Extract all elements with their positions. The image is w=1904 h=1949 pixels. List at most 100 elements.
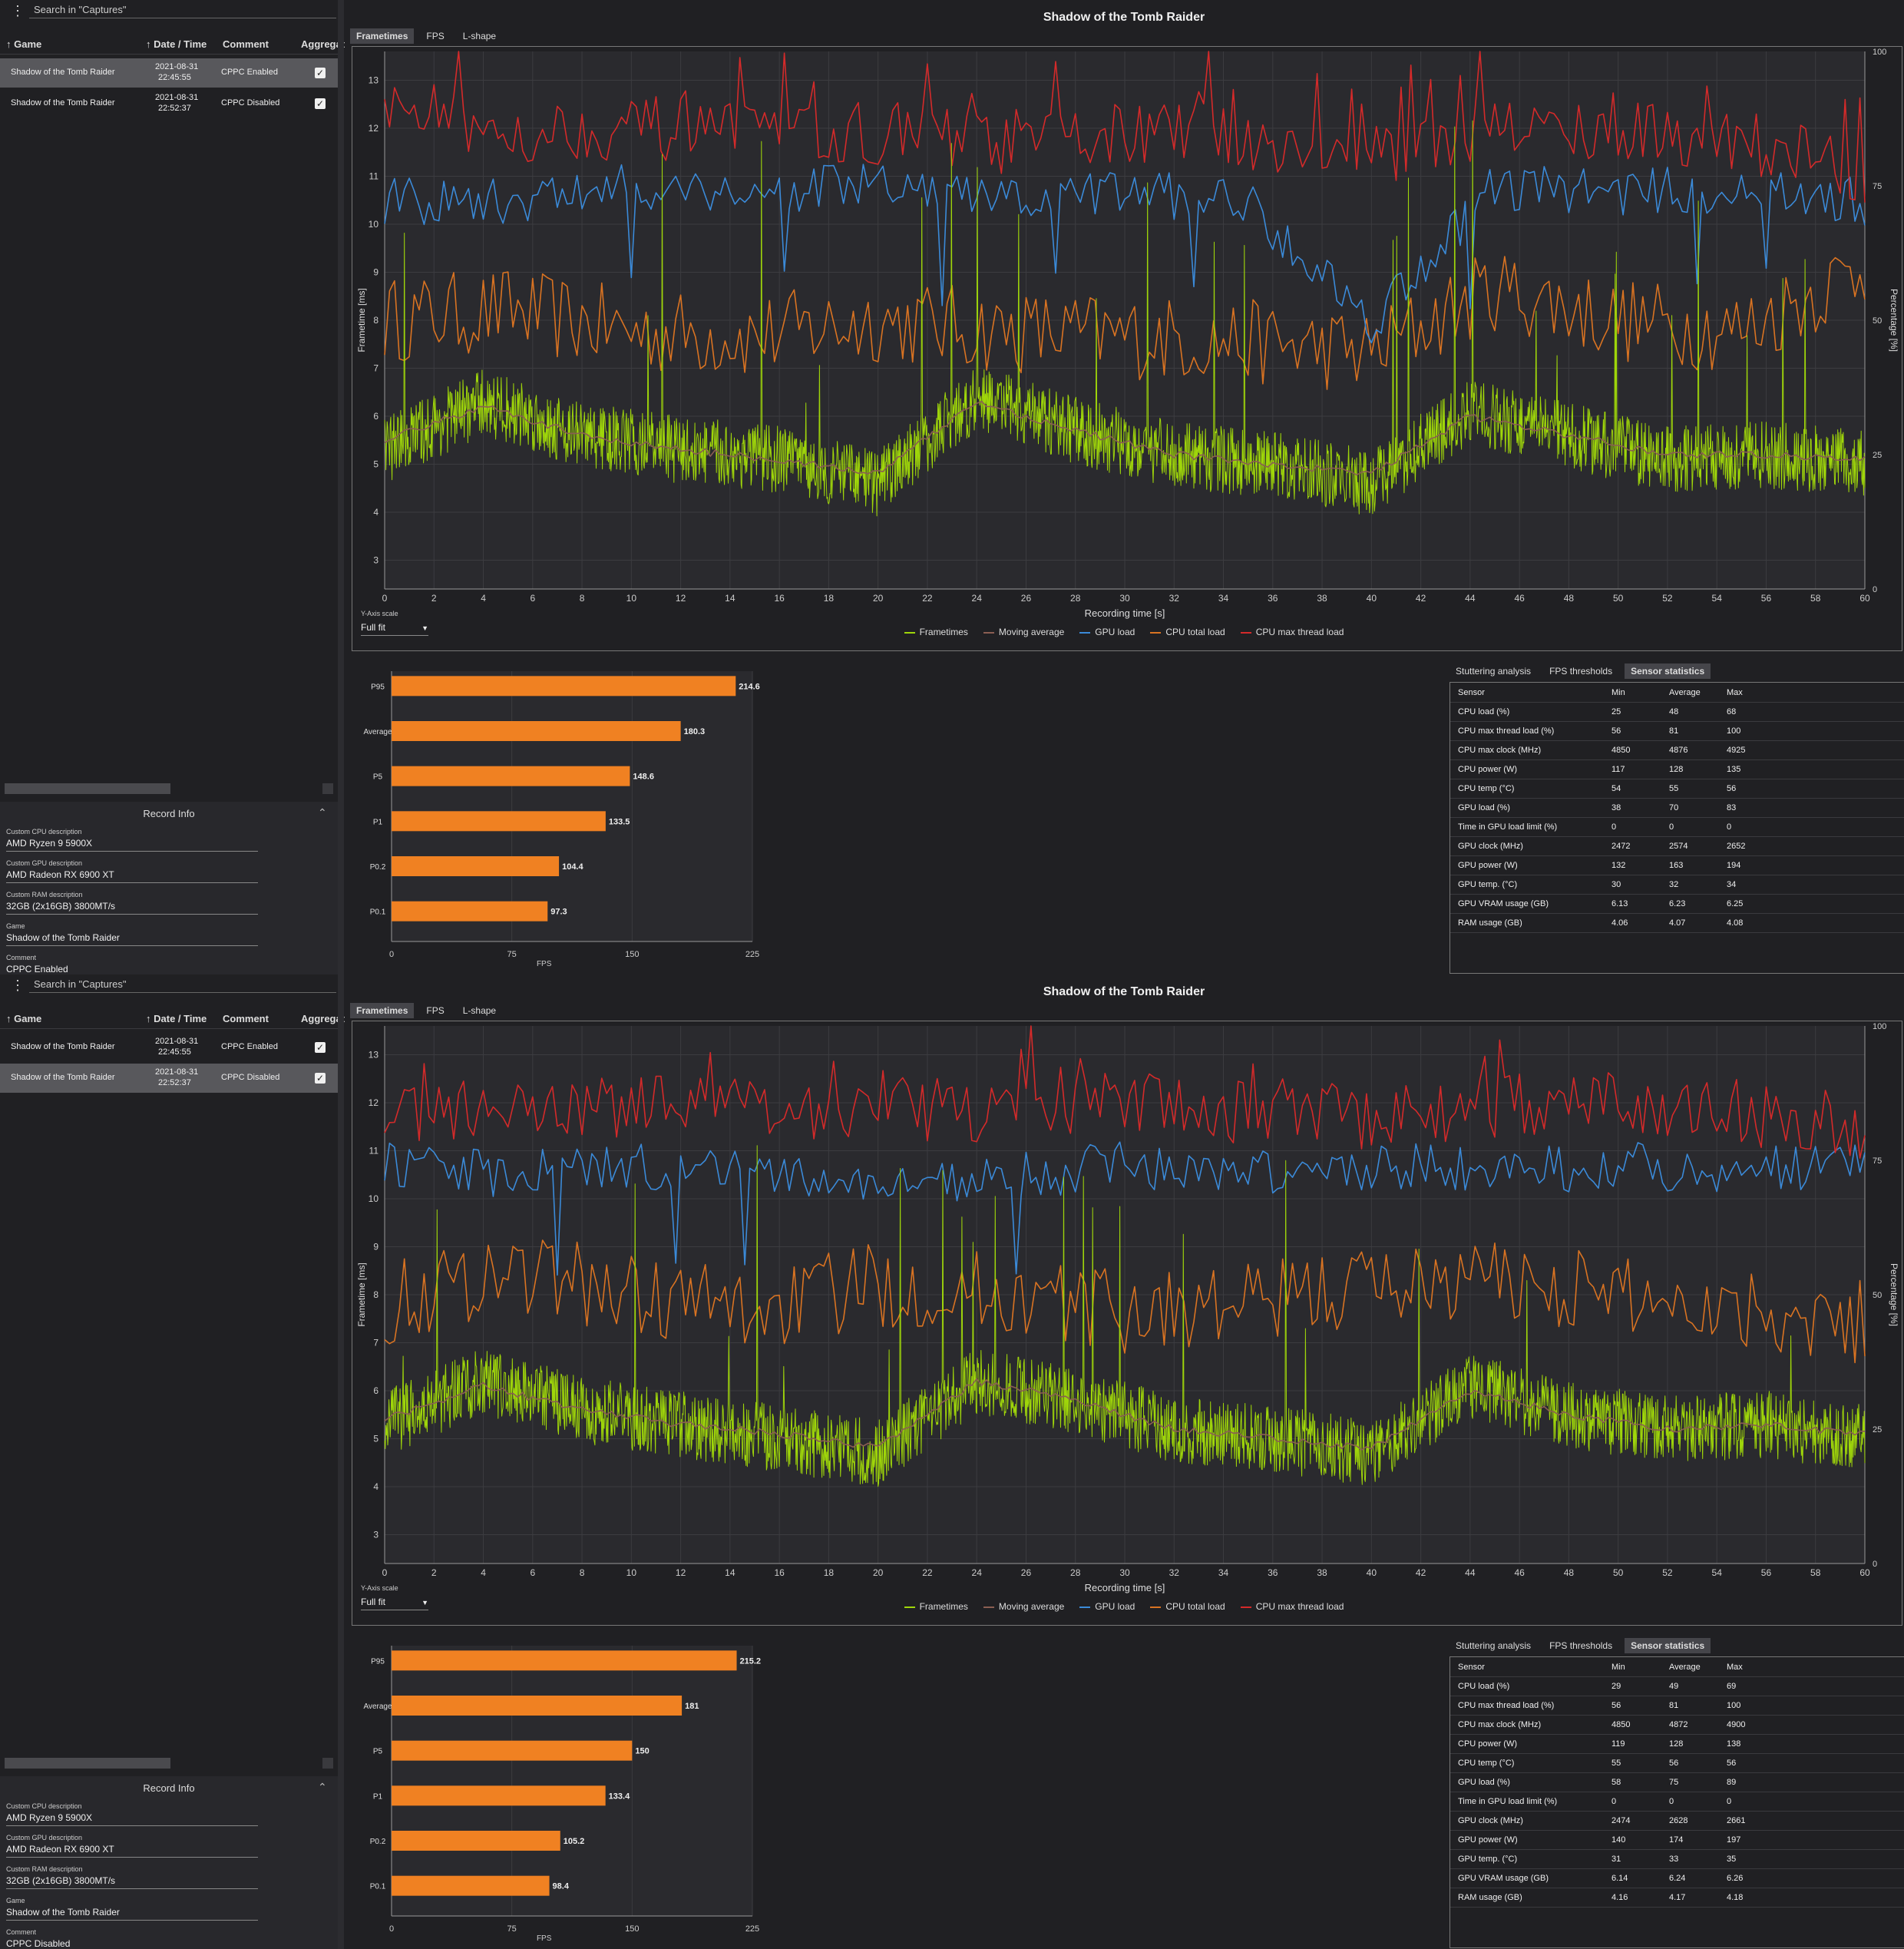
horizontal-scrollbar-thumb[interactable]	[5, 783, 170, 794]
bar-category-label: Average	[363, 728, 392, 736]
column-header-game[interactable]: ↑ Game	[6, 38, 41, 50]
field-input[interactable]: AMD Radeon RX 6900 XT	[6, 867, 258, 883]
sensor-value: 4.06	[1611, 918, 1628, 928]
tab-stuttering-analysis[interactable]: Stuttering analysis	[1456, 1640, 1532, 1651]
legend-item[interactable]: GPU load	[1079, 1601, 1135, 1612]
column-header-date-time[interactable]: ↑ Date / Time	[146, 1013, 207, 1024]
sensor-value: 6.13	[1611, 899, 1628, 908]
menu-dots-icon[interactable]: ⋮	[11, 978, 25, 993]
tab-l-shape[interactable]: L-shape	[462, 1005, 497, 1016]
x-tick-label: 56	[1761, 1567, 1772, 1578]
aggregate-checkbox[interactable]: ✓	[315, 68, 326, 78]
bar-category-label: P0.1	[370, 1883, 386, 1891]
y-tick-label: 9	[373, 1242, 378, 1252]
field-input[interactable]: AMD Ryzen 9 5900X	[6, 836, 258, 852]
sensor-column-header[interactable]: Max	[1727, 688, 1743, 697]
bar-x-tick-label: 75	[507, 1924, 517, 1934]
cell-comment: CPPC Enabled	[221, 68, 278, 77]
record-info-header[interactable]: Record Info	[143, 1782, 195, 1794]
table-row[interactable]: Shadow of the Tomb Raider 2021-08-31 22:52…	[0, 1064, 338, 1093]
column-header-date-time[interactable]: ↑ Date / Time	[146, 38, 207, 50]
bar	[392, 766, 630, 786]
tab-frametimes[interactable]: Frametimes	[350, 28, 415, 44]
menu-dots-icon[interactable]: ⋮	[11, 3, 25, 18]
column-header-comment[interactable]: Comment	[223, 1013, 269, 1024]
column-header-comment[interactable]: Comment	[223, 38, 269, 50]
sensor-value: 55	[1611, 1759, 1621, 1768]
sensor-column-header[interactable]: Average	[1669, 1663, 1701, 1672]
aggregate-checkbox[interactable]: ✓	[315, 1073, 326, 1084]
y-axis-scale-label: Y-Axis scale	[361, 1584, 398, 1592]
series-line-cpu-max-thread-load	[384, 1025, 1866, 1159]
tab-fps[interactable]: FPS	[426, 1005, 445, 1016]
search-input[interactable]: Search in "Captures"	[29, 976, 336, 993]
series-line-gpu-load	[384, 1141, 1866, 1276]
search-input[interactable]: Search in "Captures"	[29, 2, 336, 18]
tab-l-shape[interactable]: L-shape	[462, 31, 497, 41]
field-input[interactable]: 32GB (2x16GB) 3800MT/s	[6, 1873, 258, 1889]
panel-splitter[interactable]	[338, 975, 344, 1949]
panel-splitter[interactable]	[338, 0, 344, 975]
collapse-chevron-icon[interactable]: ⌃	[318, 1781, 327, 1793]
sensor-column-header[interactable]: Sensor	[1458, 1663, 1485, 1672]
tab-fps-thresholds[interactable]: FPS thresholds	[1549, 1640, 1613, 1651]
sensor-column-header[interactable]: Min	[1611, 688, 1625, 697]
tab-fps-thresholds[interactable]: FPS thresholds	[1549, 666, 1613, 677]
aggregate-checkbox[interactable]: ✓	[315, 98, 326, 109]
aggregate-checkbox[interactable]: ✓	[315, 1042, 326, 1053]
table-row[interactable]: Shadow of the Tomb Raider 2021-08-31 22:45…	[0, 1033, 338, 1062]
legend-item[interactable]: Moving average	[983, 1601, 1064, 1612]
legend-item[interactable]: Frametimes	[904, 1601, 968, 1612]
sort-arrow-icon: ↑	[6, 38, 15, 50]
x-tick-label: 54	[1712, 593, 1723, 604]
legend-item[interactable]: CPU max thread load	[1240, 1601, 1344, 1612]
legend-item[interactable]: Moving average	[983, 627, 1064, 637]
tab-fps[interactable]: FPS	[426, 31, 445, 41]
record-info-header[interactable]: Record Info	[143, 808, 195, 819]
field-input[interactable]: Shadow of the Tomb Raider	[6, 1904, 258, 1921]
tab-sensor-statistics[interactable]: Sensor statistics	[1625, 1638, 1711, 1653]
bar-value-label: 104.4	[562, 862, 583, 872]
sensor-column-header[interactable]: Sensor	[1458, 688, 1485, 697]
column-header-aggregat[interactable]: Aggregat	[301, 38, 345, 50]
legend-item[interactable]: GPU load	[1079, 627, 1135, 637]
horizontal-scrollbar-thumb[interactable]	[5, 1758, 170, 1769]
table-row[interactable]: Shadow of the Tomb Raider 2021-08-31 22:45…	[0, 58, 338, 88]
column-header-aggregat[interactable]: Aggregat	[301, 1013, 345, 1024]
frametime-chart: 0 2 4 6 8 10 12 14 16 18 20 22 24 26 28 30 32 34 36 38 40 42 4…	[352, 1021, 1902, 1626]
legend-item[interactable]: Frametimes	[904, 627, 968, 637]
y-axis-scale-select[interactable]: Full fit ▼	[361, 622, 428, 636]
table-row[interactable]: Shadow of the Tomb Raider 2021-08-31 22:52…	[0, 89, 338, 118]
field-input[interactable]: CPPC Disabled	[6, 1936, 258, 1949]
collapse-chevron-icon[interactable]: ⌃	[318, 806, 327, 819]
sensor-row: CPU temp (°C) 55 56 56	[1450, 1753, 1904, 1773]
bar	[392, 901, 548, 922]
sensor-column-header[interactable]: Max	[1727, 1663, 1743, 1672]
x-tick-label: 48	[1564, 1567, 1575, 1578]
tab-stuttering-analysis[interactable]: Stuttering analysis	[1456, 666, 1532, 677]
sensor-value: 89	[1727, 1778, 1737, 1787]
legend-item[interactable]: CPU max thread load	[1240, 627, 1344, 637]
frametime-chart-svg: 0 2 4 6 8 10 12 14 16 18 20 22 24 26 28 30 32 34 36 38 40 42 4…	[356, 48, 1899, 619]
tab-sensor-statistics[interactable]: Sensor statistics	[1625, 663, 1711, 679]
sensor-row: CPU max thread load (%) 56 81 100	[1450, 1696, 1904, 1716]
bar-chart-svg: 0 75 150 225 FPS P95 215.2 Average 181 P5 150 P1 133…	[363, 1646, 761, 1943]
legend-item[interactable]: CPU total load	[1150, 627, 1225, 637]
field-input[interactable]: 32GB (2x16GB) 3800MT/s	[6, 898, 258, 915]
sensor-statistics-panel: Stuttering analysis FPS thresholds Sensor …	[1449, 1638, 1904, 1949]
tab-frametimes[interactable]: Frametimes	[350, 1003, 415, 1018]
y-axis-scale-select[interactable]: Full fit ▼	[361, 1597, 428, 1610]
scroll-right-button[interactable]	[322, 1758, 333, 1769]
scroll-right-button[interactable]	[322, 783, 333, 794]
field-input[interactable]: Shadow of the Tomb Raider	[6, 930, 258, 946]
field-input[interactable]: AMD Radeon RX 6900 XT	[6, 1841, 258, 1858]
x-tick-label: 12	[676, 593, 686, 604]
field-input[interactable]: CPPC Enabled	[6, 961, 258, 975]
legend-item[interactable]: CPU total load	[1150, 1601, 1225, 1612]
column-header-game[interactable]: ↑ Game	[6, 1013, 41, 1024]
series-line-cpu-total-load	[384, 1239, 1866, 1364]
sensor-column-header[interactable]: Min	[1611, 1663, 1625, 1672]
column-header-label: Aggregat	[301, 38, 345, 50]
sensor-column-header[interactable]: Average	[1669, 688, 1701, 697]
field-input[interactable]: AMD Ryzen 9 5900X	[6, 1810, 258, 1826]
